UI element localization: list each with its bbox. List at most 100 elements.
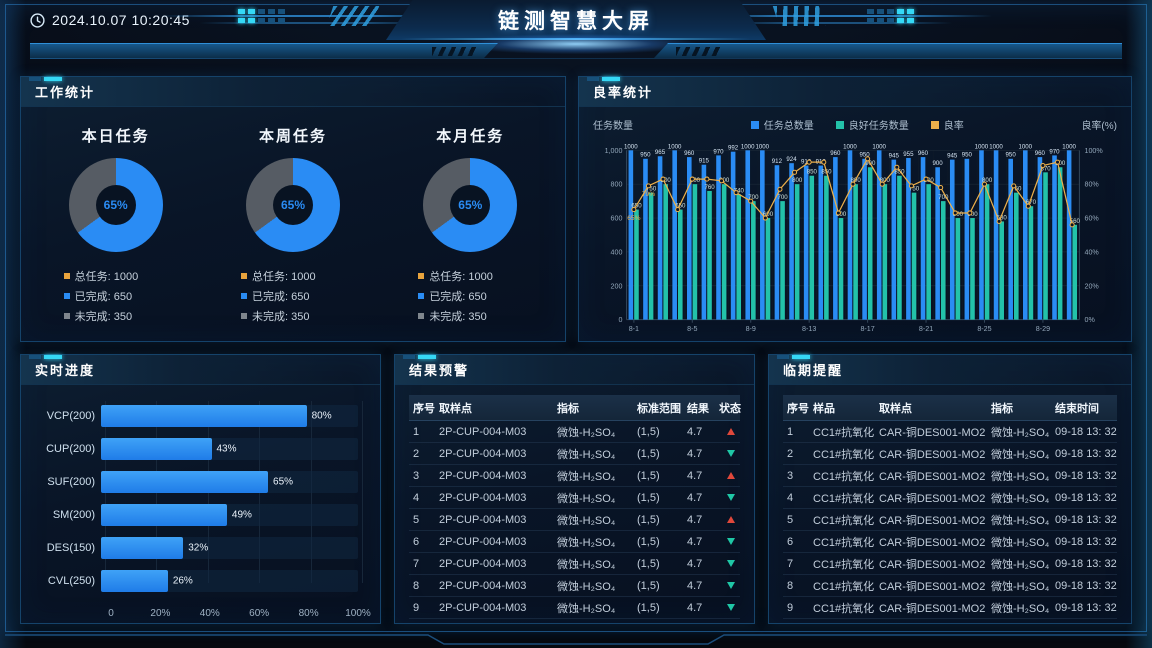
hash-stripes-icon — [326, 6, 380, 26]
bar-value-label: 1000 — [975, 143, 989, 150]
progress-category-label: CVL(250) — [47, 575, 95, 587]
legend-item: 未完成: 350 — [63, 306, 168, 326]
table-cell: 4.7 — [687, 513, 703, 526]
table-cell: 4 — [787, 491, 794, 504]
progress-fill — [101, 504, 227, 526]
table-cell: CAR-铜DES001-MO2 — [879, 514, 986, 527]
line-point — [675, 207, 681, 213]
line-point — [1054, 159, 1061, 165]
table-row: 2 CC1#抗氧化 CAR-铜DES001-MO2 微蚀-H₂SO₄ 09-18 13:… — [783, 443, 1117, 465]
bar-good — [780, 201, 785, 320]
table-row: 7 CC1#抗氧化 CAR-铜DES001-MO2 微蚀-H₂SO₄ 09-18 13:… — [783, 553, 1117, 575]
line-point — [938, 185, 944, 191]
legend-item-良率[interactable]: 良率 — [930, 117, 964, 132]
table-cell: (1,5) — [637, 601, 660, 614]
progress-row: CVL(250) 26% — [31, 566, 366, 596]
column-header: 结束时间 — [1055, 402, 1099, 415]
bar-good — [648, 192, 654, 320]
legend-text: 未完成: 350 — [429, 311, 487, 323]
donut-chart: 65% — [423, 158, 518, 252]
donut-title: 本周任务 — [258, 128, 327, 145]
table-cell: 8 — [413, 579, 420, 592]
bar-total — [906, 157, 911, 320]
corner-square-icon — [29, 355, 41, 359]
progress-row: SUF(200) 65% — [31, 467, 366, 497]
legend-item: 已完成: 650 — [63, 286, 168, 306]
donut-percent-label: 65% — [458, 198, 483, 212]
table-cell: CAR-铜DES001-MO2 — [879, 602, 986, 615]
progress-rows: VCP(200) 80% CUP(200) 43% SUF(200) 65% SM(200)… — [31, 401, 366, 596]
panel-header: 实时进度 — [21, 355, 380, 385]
donut-cards: 本日任务 65% 总任务: 1000 已完成: 650 未完成: 350 本周任务 65% 总… — [21, 107, 565, 326]
table-cell: 2 — [413, 447, 420, 460]
table-cell: 4.7 — [687, 557, 703, 570]
bar-value-label: 950 — [859, 152, 870, 159]
table-row: 5 CC1#抗氧化 CAR-铜DES001-MO2 微蚀-H₂SO₄ 09-18 13:… — [783, 509, 1117, 531]
line-point — [1025, 203, 1031, 209]
table-cell: (1,5) — [637, 447, 660, 460]
progress-bar: 49% — [101, 504, 358, 526]
bar-value-label: 650 — [631, 203, 642, 210]
bar-good — [809, 175, 815, 320]
table-cell: CC1#抗氧化 — [813, 558, 875, 571]
bar-good — [926, 184, 931, 320]
bar-value-label: 945 — [947, 153, 958, 160]
legend-text: 已完成: 650 — [429, 291, 487, 303]
line-point — [821, 159, 827, 165]
donut-center: 65% — [95, 185, 136, 225]
corner-square-icon — [44, 355, 62, 359]
legend-swatch-icon — [63, 313, 70, 319]
panel-expiry-reminder: 临期提醒 序号 样品 取样点 指标 结束时间 1 CC1#抗氧化 CAR-铜DES001-MO… — [768, 354, 1132, 624]
bar-total — [1052, 155, 1057, 320]
progress-row: CUP(200) 43% — [31, 434, 366, 464]
circuit-line — [722, 22, 952, 24]
table-cell: 微蚀-H₂SO₄ — [557, 580, 616, 593]
corner-square-icon — [777, 355, 789, 359]
table-cell: 2 — [787, 447, 794, 460]
corner-square-icon — [602, 77, 620, 81]
table-cell: 微蚀-H₂SO₄ — [557, 470, 616, 483]
bar-good — [707, 190, 712, 320]
table-cell: 9 — [787, 601, 794, 614]
trend-down-icon — [727, 494, 735, 501]
bar-value-label: 580 — [997, 214, 1008, 221]
donut-center: 65% — [450, 185, 491, 225]
bar-value-label: 800 — [792, 177, 803, 184]
legend-item-任务总数量[interactable]: 任务总数量 — [750, 117, 814, 132]
bar-total — [862, 158, 867, 320]
bar-value-label: 600 — [763, 211, 774, 218]
bar-total — [774, 165, 780, 320]
corner-square-icon — [44, 77, 62, 81]
panel-title: 结果预警 — [409, 363, 470, 378]
legend-text: 未完成: 350 — [74, 311, 133, 323]
table-cell: 09-18 13: 32 — [1055, 425, 1117, 438]
column-header: 结果 — [687, 402, 709, 415]
bar-total — [949, 159, 955, 320]
table-cell: 09-18 13: 32 — [1055, 491, 1117, 504]
table-cell — [715, 582, 741, 589]
legend-item: 总任务: 1000 — [63, 266, 168, 286]
table-cell: CC1#抗氧化 — [813, 536, 875, 549]
table-row: 5 2P-CUP-004-M03 微蚀-H₂SO₄ (1,5) 4.7 — [409, 509, 740, 531]
bar-total — [745, 150, 751, 320]
table-cell: 微蚀-H₂SO₄ — [991, 448, 1050, 461]
progress-category-label: VCP(200) — [46, 410, 95, 422]
panel-title: 工作统计 — [35, 85, 96, 100]
table-row: 6 2P-CUP-004-M03 微蚀-H₂SO₄ (1,5) 4.7 — [409, 531, 740, 553]
legend-text: 任务总数量 — [763, 121, 814, 132]
table-cell: 微蚀-H₂SO₄ — [991, 558, 1050, 571]
legend-item-良好任务数量[interactable]: 良好任务数量 — [835, 117, 909, 132]
table-cell: (1,5) — [637, 513, 660, 526]
table-cell: 2P-CUP-004-M03 — [439, 469, 527, 482]
x-axis-tick: 8-29 — [1036, 325, 1050, 333]
bar-value-label: 992 — [728, 145, 739, 152]
x-axis-tick: 8-25 — [977, 325, 991, 333]
bar-total — [760, 150, 765, 320]
table-cell: 微蚀-H₂SO₄ — [991, 536, 1050, 549]
table-cell: 3 — [787, 469, 794, 482]
bar-total — [657, 156, 663, 320]
donut-legend: 总任务: 1000 已完成: 650 未完成: 350 — [240, 266, 345, 326]
bar-total — [716, 155, 721, 320]
legend-item: 未完成: 350 — [240, 306, 345, 326]
table-cell: 09-18 13: 32 — [1055, 469, 1117, 482]
